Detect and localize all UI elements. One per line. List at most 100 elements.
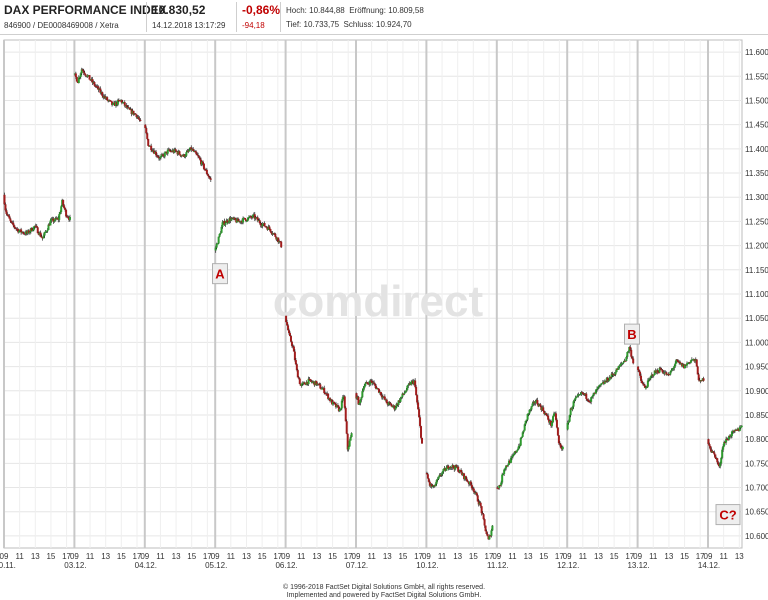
y-tick-label: 11.050 (745, 314, 768, 323)
candle-up (652, 374, 655, 376)
candle-up (648, 378, 651, 380)
candle-up (505, 465, 508, 469)
candle-down (40, 236, 43, 238)
candle-down (482, 514, 485, 520)
candle-down (190, 147, 193, 150)
candle-up (431, 486, 434, 488)
candle-down (99, 88, 102, 93)
close-value: 10.924,70 (376, 20, 412, 29)
low-label: Tief: (286, 20, 302, 29)
x-date-label: 30.11. (0, 561, 16, 570)
candle-down (62, 199, 65, 206)
candle-down (465, 479, 468, 482)
x-hour-tick-label: 17 (696, 552, 705, 561)
candle-down (355, 393, 358, 399)
candle-down (202, 163, 205, 170)
index-identifiers: 846900 / DE0008469008 / Xetra (4, 21, 119, 30)
index-block: DAX PERFORMANCE INDEX 846900 / DE0008469… (4, 3, 167, 30)
candle-up (50, 219, 53, 221)
candle-up (348, 440, 351, 447)
candle-down (556, 427, 559, 436)
candle-up (448, 468, 451, 470)
candle-up (307, 378, 310, 385)
x-date-label: 06.12. (275, 561, 297, 570)
candle-down (559, 444, 562, 448)
candle-up (49, 220, 52, 226)
x-hour-tick-label: 09 (211, 552, 220, 561)
candle-up (434, 483, 437, 487)
x-hour-tick-label: 11 (438, 552, 447, 561)
x-date-label: 07.12. (346, 561, 368, 570)
y-tick-label: 11.200 (745, 242, 768, 251)
candle-down (414, 380, 417, 387)
candle-up (488, 535, 491, 540)
x-date-label: 05.12. (205, 561, 227, 570)
candle-up (387, 402, 390, 405)
x-hour-tick-label: 11 (649, 552, 658, 561)
candle-down (542, 407, 545, 411)
candle-down (157, 156, 159, 158)
high-value: 10.844,88 (309, 6, 345, 15)
candle-down (696, 366, 699, 375)
candle-down (642, 384, 645, 386)
candle-down (613, 374, 616, 376)
candle-up (221, 222, 224, 227)
candle-down (726, 438, 729, 440)
candle-down (557, 435, 560, 444)
last-price: 10.830,52 (152, 3, 206, 17)
candle-down (286, 322, 289, 326)
candle-down (175, 150, 178, 152)
candle-up (566, 422, 569, 430)
candle-down (245, 219, 247, 221)
candle-down (665, 372, 668, 376)
candle-up (512, 454, 515, 456)
low-value: 10.733,75 (303, 20, 340, 29)
candle-down (144, 124, 147, 129)
candle-up (399, 398, 402, 402)
x-hour-tick-label: 13 (31, 552, 40, 561)
candle-down (415, 386, 418, 396)
candle-down (75, 77, 78, 82)
candle-down (481, 513, 484, 515)
candle-up (592, 394, 595, 397)
candle-up (524, 420, 527, 425)
day-candles (144, 124, 212, 182)
x-hour-tick-label: 15 (539, 552, 548, 561)
candle-down (546, 415, 549, 417)
x-hour-tick-label: 13 (101, 552, 110, 561)
candle-down (499, 485, 502, 487)
candle-down (558, 443, 561, 445)
candle-down (710, 449, 713, 453)
candle-down (452, 465, 455, 468)
candle-down (207, 175, 210, 178)
candle-down (643, 385, 646, 388)
candle-down (139, 119, 142, 121)
candle-down (712, 451, 715, 453)
candle-up (358, 403, 361, 405)
candle-up (607, 380, 610, 382)
candle-down (258, 220, 261, 224)
candle-down (656, 370, 659, 373)
candle-up (522, 430, 525, 433)
candle-down (294, 360, 297, 365)
candle-down (65, 209, 68, 217)
candle-down (327, 393, 330, 399)
x-hour-tick-label: 15 (680, 552, 689, 561)
candle-up (360, 397, 363, 400)
candle-down (377, 388, 380, 393)
annotation-box (715, 504, 741, 526)
candle-down (83, 72, 86, 75)
candle-down (486, 534, 489, 537)
candle-down (265, 226, 268, 228)
candle-up (332, 401, 335, 405)
x-hour-tick-label: 15 (117, 552, 126, 561)
candle-up (531, 403, 534, 407)
candle-down (279, 241, 282, 243)
candle-down (208, 177, 211, 179)
y-tick-label: 10.700 (745, 484, 768, 493)
candle-down (12, 222, 15, 226)
candle-up (77, 77, 80, 84)
candle-up (600, 383, 603, 385)
candle-down (237, 218, 240, 222)
candle-down (194, 150, 197, 152)
